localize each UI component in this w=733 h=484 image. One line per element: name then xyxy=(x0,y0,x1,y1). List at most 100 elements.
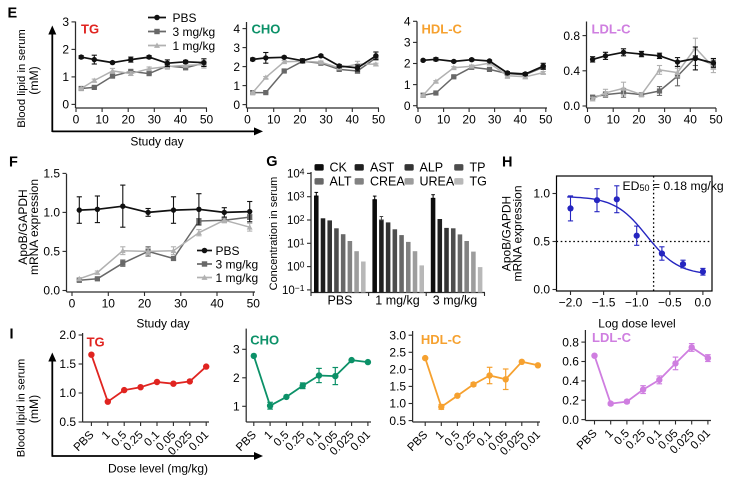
svg-text:1 mg/kg: 1 mg/kg xyxy=(173,39,216,53)
svg-text:Blood lipid in serum: Blood lipid in serum xyxy=(16,29,28,128)
svg-text:4: 4 xyxy=(404,15,411,29)
svg-text:Blood lipid in serum: Blood lipid in serum xyxy=(16,359,28,458)
svg-text:0: 0 xyxy=(415,113,422,127)
svg-text:1: 1 xyxy=(233,79,240,93)
svg-text:1.0: 1.0 xyxy=(389,397,406,411)
svg-text:CHO: CHO xyxy=(252,22,281,37)
svg-text:50: 50 xyxy=(247,297,261,311)
svg-text:2: 2 xyxy=(233,371,240,385)
svg-text:0: 0 xyxy=(73,113,80,127)
svg-text:10: 10 xyxy=(267,113,281,127)
svg-text:LDL-C: LDL-C xyxy=(592,330,632,345)
svg-text:50: 50 xyxy=(372,113,386,127)
svg-text:30: 30 xyxy=(319,113,333,127)
svg-text:50: 50 xyxy=(200,113,214,127)
svg-text:0: 0 xyxy=(62,98,69,112)
svg-text:ApoB/GAPDH: ApoB/GAPDH xyxy=(500,196,514,271)
svg-text:4: 4 xyxy=(233,22,240,36)
svg-text:I: I xyxy=(10,327,14,343)
svg-text:10: 10 xyxy=(437,113,451,127)
svg-text:0.5: 0.5 xyxy=(59,415,76,429)
svg-text:mRNA expression: mRNA expression xyxy=(27,179,41,275)
svg-text:0: 0 xyxy=(404,99,411,113)
svg-text:1.0: 1.0 xyxy=(59,386,76,400)
svg-text:3: 3 xyxy=(233,343,240,357)
svg-text:−1.5: −1.5 xyxy=(592,296,616,310)
svg-text:Concentration in serum: Concentration in serum xyxy=(268,177,280,291)
svg-text:PBS: PBS xyxy=(173,11,197,25)
svg-text:2.0: 2.0 xyxy=(59,328,76,342)
svg-text:20: 20 xyxy=(462,113,476,127)
svg-text:0.0: 0.0 xyxy=(43,284,60,298)
svg-text:HDL-C: HDL-C xyxy=(422,22,463,37)
svg-text:Study day: Study day xyxy=(130,135,183,149)
svg-text:0.8: 0.8 xyxy=(562,335,579,349)
svg-text:20: 20 xyxy=(122,113,136,127)
svg-text:0: 0 xyxy=(244,113,251,127)
svg-text:G: G xyxy=(266,154,277,170)
svg-text:0: 0 xyxy=(233,98,240,112)
svg-text:0.8: 0.8 xyxy=(563,29,580,43)
svg-text:1: 1 xyxy=(233,400,240,414)
svg-text:0.0: 0.0 xyxy=(562,413,579,427)
svg-text:PBS: PBS xyxy=(327,294,352,308)
svg-text:3: 3 xyxy=(404,36,411,50)
svg-text:TG: TG xyxy=(81,22,99,37)
svg-text:0.0: 0.0 xyxy=(695,296,712,310)
svg-text:0.5: 0.5 xyxy=(43,245,60,259)
svg-text:1: 1 xyxy=(62,70,69,84)
svg-text:0.0: 0.0 xyxy=(563,99,580,113)
svg-text:20: 20 xyxy=(293,113,307,127)
svg-text:3 mg/kg: 3 mg/kg xyxy=(216,257,259,271)
svg-text:3: 3 xyxy=(233,41,240,55)
svg-text:2.5: 2.5 xyxy=(389,346,406,360)
svg-text:HDL-C: HDL-C xyxy=(421,332,462,347)
svg-text:2: 2 xyxy=(404,57,411,71)
svg-text:2: 2 xyxy=(233,60,240,74)
svg-text:ED50 = 0.18 mg/kg: ED50 = 0.18 mg/kg xyxy=(623,179,724,193)
svg-text:mRNA expression: mRNA expression xyxy=(511,185,525,281)
svg-text:10: 10 xyxy=(95,113,109,127)
svg-text:0.0: 0.0 xyxy=(533,283,550,297)
svg-text:ALT: ALT xyxy=(330,175,352,189)
svg-text:Log dose level: Log dose level xyxy=(598,317,675,331)
svg-text:0.6: 0.6 xyxy=(562,355,579,369)
svg-text:0.5: 0.5 xyxy=(533,235,550,249)
svg-text:0.5: 0.5 xyxy=(389,414,406,428)
svg-text:CK: CK xyxy=(330,161,348,175)
svg-text:40: 40 xyxy=(514,113,528,127)
svg-text:E: E xyxy=(8,6,18,22)
svg-text:3 mg/kg: 3 mg/kg xyxy=(173,25,216,39)
svg-text:−1.0: −1.0 xyxy=(625,296,649,310)
svg-text:40: 40 xyxy=(346,113,360,127)
svg-text:40: 40 xyxy=(210,297,224,311)
svg-text:3 mg/kg: 3 mg/kg xyxy=(433,294,478,308)
svg-text:10: 10 xyxy=(102,297,116,311)
svg-text:3: 3 xyxy=(62,15,69,29)
svg-text:CHO: CHO xyxy=(250,333,279,348)
svg-text:−2.0: −2.0 xyxy=(559,296,583,310)
svg-text:1 mg/kg: 1 mg/kg xyxy=(375,294,420,308)
svg-text:−0.5: −0.5 xyxy=(658,296,682,310)
svg-text:30: 30 xyxy=(488,113,502,127)
svg-text:UREA: UREA xyxy=(420,175,455,189)
svg-text:ApoB/GAPDH: ApoB/GAPDH xyxy=(16,189,30,264)
svg-text:20: 20 xyxy=(632,113,646,127)
svg-text:Study day: Study day xyxy=(136,317,189,331)
svg-text:1.5: 1.5 xyxy=(59,357,76,371)
svg-text:30: 30 xyxy=(174,297,188,311)
svg-text:30: 30 xyxy=(148,113,162,127)
svg-text:10: 10 xyxy=(607,113,621,127)
svg-text:30: 30 xyxy=(658,113,672,127)
svg-text:0.4: 0.4 xyxy=(563,64,580,78)
svg-text:TP: TP xyxy=(470,161,486,175)
svg-text:CREA: CREA xyxy=(370,175,405,189)
svg-text:(mM): (mM) xyxy=(27,66,41,94)
svg-text:TG: TG xyxy=(470,175,487,189)
svg-text:1.0: 1.0 xyxy=(533,187,550,201)
svg-text:0.4: 0.4 xyxy=(562,374,579,388)
svg-text:F: F xyxy=(9,155,18,171)
svg-text:1.0: 1.0 xyxy=(43,206,60,220)
svg-text:LDL-C: LDL-C xyxy=(592,22,632,37)
svg-text:TG: TG xyxy=(87,335,105,350)
